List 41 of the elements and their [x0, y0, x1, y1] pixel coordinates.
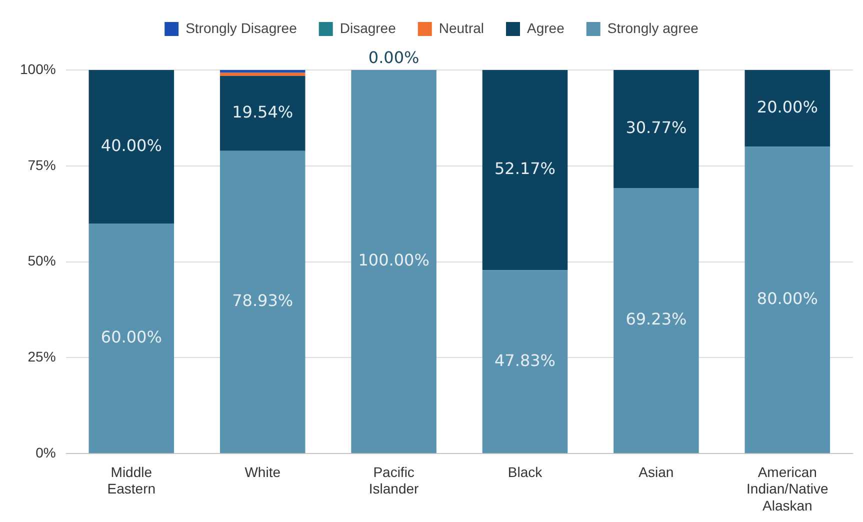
y-tick-label: 75% — [28, 156, 56, 173]
bar — [88, 70, 174, 224]
data-label: 20.00% — [756, 98, 818, 117]
x-tick-label: American Indian/Native Alaskan — [746, 464, 828, 514]
data-label: 30.77% — [626, 118, 687, 138]
data-label: 80.00% — [756, 289, 818, 308]
legend-label: Neutral — [438, 20, 484, 36]
bar — [614, 188, 699, 454]
bar — [220, 76, 306, 151]
y-tick-label: 50% — [28, 252, 56, 269]
bar — [220, 150, 306, 454]
bar — [220, 72, 306, 76]
data-label: 69.23% — [626, 310, 687, 329]
data-label: 47.83% — [494, 350, 556, 370]
legend-label: Strongly agree — [607, 20, 699, 36]
data-label: 19.54% — [232, 102, 294, 122]
data-label: 100.00% — [358, 250, 430, 270]
x-tick-label: White — [244, 464, 281, 480]
legend-label: Disagree — [340, 20, 396, 36]
x-tick-label: Pacific Islander — [368, 464, 420, 497]
bar — [482, 70, 568, 270]
bar — [614, 70, 699, 188]
bar — [744, 70, 830, 147]
y-tick-label: 100% — [20, 60, 56, 77]
bar — [482, 270, 568, 454]
bar — [220, 70, 306, 73]
y-tick-label: 25% — [28, 348, 56, 365]
x-tick-label: Black — [508, 464, 544, 480]
bar — [744, 146, 830, 454]
bar — [88, 223, 174, 454]
data-label: 52.17% — [494, 159, 556, 178]
x-tick-label: Middle Eastern — [107, 464, 156, 497]
data-label: 60.00% — [100, 327, 162, 346]
y-tick-label: 0% — [36, 444, 56, 460]
legend-label: Strongly Disagree — [186, 20, 298, 36]
x-tick-label: Asian — [638, 464, 674, 480]
data-label: 78.93% — [232, 291, 294, 310]
bar — [351, 70, 436, 454]
data-label: 0.00% — [368, 48, 420, 68]
legend-label: Agree — [527, 20, 565, 36]
data-label: 40.00% — [100, 136, 162, 155]
